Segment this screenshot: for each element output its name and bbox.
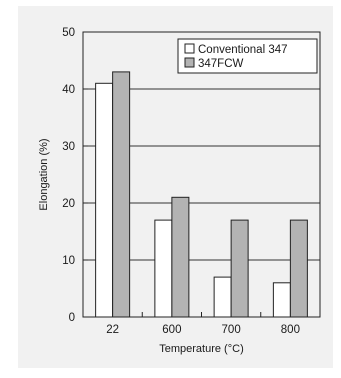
- y-tick-label: 0: [69, 312, 75, 324]
- x-axis-label: Temperature (°C): [159, 343, 243, 355]
- y-tick-label: 50: [62, 27, 75, 39]
- y-tick-label: 30: [62, 141, 75, 153]
- y-tick-label: 40: [62, 84, 75, 96]
- legend-label-conventional-347: Conventional 347: [198, 44, 288, 56]
- x-tick-label: 22: [106, 324, 119, 336]
- bar-347fcw-800: [290, 220, 307, 317]
- x-axis-ticks: 22 600 700 800: [106, 312, 300, 336]
- y-axis-label: Elongation (%): [38, 138, 50, 210]
- x-tick-label: 600: [162, 324, 181, 336]
- bars: [96, 72, 308, 317]
- bar-conventional-347-600: [155, 220, 172, 317]
- y-tick-label: 10: [62, 255, 75, 267]
- bar-347fcw-700: [231, 220, 248, 317]
- bar-conventional-347-22: [96, 83, 113, 317]
- bar-347fcw-22: [113, 72, 130, 317]
- x-tick-label: 800: [281, 324, 300, 336]
- bar-conventional-347-800: [273, 283, 290, 317]
- y-axis-ticks: 0 10 20 30 40 50: [62, 27, 88, 324]
- y-tick-label: 20: [62, 198, 75, 210]
- legend-swatch-347fcw: [185, 58, 194, 67]
- legend: Conventional 347 347FCW: [178, 39, 317, 73]
- bar-347fcw-600: [172, 197, 189, 317]
- legend-swatch-conventional-347: [185, 44, 194, 53]
- x-tick-label: 700: [222, 324, 241, 336]
- legend-label-347fcw: 347FCW: [198, 58, 244, 70]
- bar-conventional-347-700: [214, 277, 231, 317]
